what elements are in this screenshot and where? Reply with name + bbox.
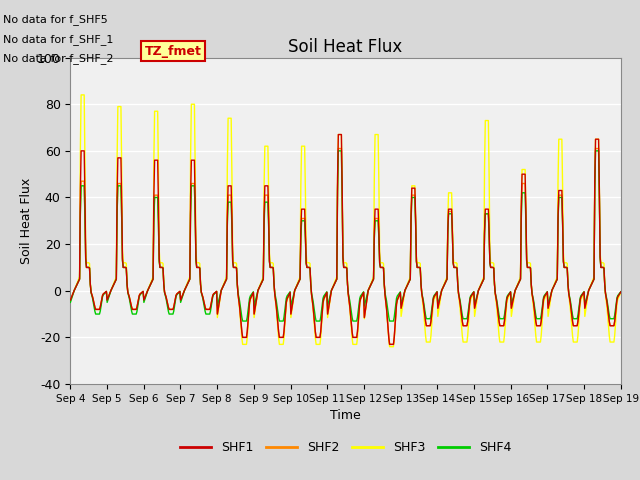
Title: Soil Heat Flux: Soil Heat Flux [289, 38, 403, 56]
Text: No data for f_SHF_2: No data for f_SHF_2 [3, 53, 114, 64]
Legend: SHF1, SHF2, SHF3, SHF4: SHF1, SHF2, SHF3, SHF4 [175, 436, 516, 459]
Text: No data for f_SHF5: No data for f_SHF5 [3, 14, 108, 25]
Text: No data for f_SHF_1: No data for f_SHF_1 [3, 34, 113, 45]
Y-axis label: Soil Heat Flux: Soil Heat Flux [20, 178, 33, 264]
Text: TZ_fmet: TZ_fmet [145, 45, 202, 58]
X-axis label: Time: Time [330, 409, 361, 422]
